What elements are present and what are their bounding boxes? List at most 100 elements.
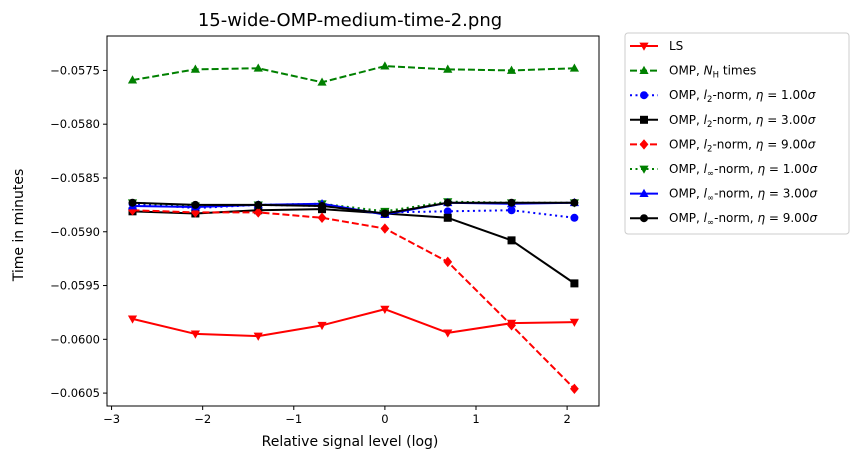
- x-tick-label: −1: [285, 412, 302, 426]
- legend-item: OMP, l∞-norm, η = 3.00σ: [630, 187, 817, 204]
- legend-math: η: [756, 113, 764, 127]
- legend-text: = 9.00: [765, 211, 809, 225]
- legend-math: σ: [808, 137, 816, 151]
- legend-label: OMP, NH times: [669, 64, 756, 81]
- legend-subscript: 2: [707, 144, 712, 154]
- legend-math: σ: [809, 187, 817, 201]
- legend-text: -norm,: [712, 113, 755, 127]
- y-tick-label: −0.0600: [50, 332, 100, 346]
- legend-marker: [640, 115, 648, 124]
- legend-subscript: H: [713, 71, 719, 81]
- legend-text: OMP,: [669, 113, 704, 127]
- legend-label: OMP, l∞-norm, η = 3.00σ: [669, 187, 817, 204]
- data-point: [506, 65, 517, 74]
- legend-math: η: [756, 88, 764, 102]
- legend-math: l: [704, 88, 708, 102]
- data-point: [507, 206, 516, 215]
- legend-text: OMP,: [669, 187, 704, 201]
- y-tick-label: −0.0605: [50, 386, 100, 400]
- legend-label: OMP, l∞-norm, η = 9.00σ: [669, 211, 817, 228]
- data-point: [253, 207, 263, 218]
- data-point: [443, 198, 452, 207]
- y-tick-label: −0.0590: [50, 225, 100, 239]
- series-line: [132, 209, 576, 390]
- legend-label: OMP, l2-norm, η = 9.00σ: [669, 137, 816, 154]
- y-tick-label: −0.0575: [50, 63, 100, 77]
- data-point: [253, 332, 263, 341]
- x-tick-label: 0: [381, 412, 388, 426]
- data-point: [318, 201, 327, 210]
- series-line: [132, 201, 575, 215]
- legend-math: η: [757, 211, 765, 225]
- legend-marker: [639, 139, 649, 150]
- data-point: [570, 383, 579, 394]
- legend-text: times: [719, 64, 756, 78]
- legend-text: -norm,: [714, 211, 757, 225]
- legend-label: LS: [669, 39, 683, 53]
- legend-math: N: [704, 64, 713, 78]
- legend-text: OMP,: [669, 137, 704, 151]
- legend-text: -norm,: [712, 88, 755, 102]
- series-line: [132, 208, 575, 285]
- axes-frame: [106, 35, 600, 407]
- data-point: [507, 198, 516, 207]
- legend-text: -norm,: [714, 187, 757, 201]
- legend-label: OMP, l∞-norm, η = 1.00σ: [669, 162, 817, 179]
- x-tick-label: −2: [194, 412, 211, 426]
- x-axis-label: Relative signal level (log): [262, 434, 439, 450]
- legend-subscript: ∞: [707, 194, 714, 204]
- series-2: [127, 61, 579, 86]
- legend-math: σ: [809, 211, 817, 225]
- legend-label: OMP, l2-norm, η = 1.00σ: [669, 88, 816, 105]
- data-point: [317, 77, 327, 86]
- data-point: [380, 223, 390, 234]
- data-point: [380, 209, 389, 218]
- legend-math: l: [704, 211, 708, 225]
- legend-text: = 1.00: [763, 88, 807, 102]
- data-point: [569, 63, 579, 72]
- x-axis-ticks: −3 −2 −1 0 1 2: [103, 406, 571, 426]
- legend-subscript: 2: [707, 95, 712, 105]
- legend-math: σ: [808, 88, 816, 102]
- legend-marker: [639, 42, 649, 51]
- data-point: [190, 330, 200, 339]
- legend-marker: [640, 91, 648, 100]
- legend-text: OMP,: [669, 64, 704, 78]
- data-point: [191, 200, 200, 209]
- legend-text: = 3.00: [765, 187, 809, 201]
- legend-text: OMP,: [669, 162, 704, 176]
- legend-marker: [639, 65, 649, 74]
- y-tick-label: −0.0585: [50, 171, 100, 185]
- data-point: [570, 198, 579, 207]
- legend-item: OMP, NH times: [630, 64, 756, 81]
- series-line: [132, 65, 575, 84]
- legend-text: LS: [669, 39, 683, 53]
- legend-text: = 9.00: [763, 137, 807, 151]
- legend-marker: [640, 214, 648, 223]
- legend-text: OMP,: [669, 88, 704, 102]
- legend-marker: [639, 188, 649, 197]
- legend-math: l: [704, 187, 708, 201]
- legend-math: η: [757, 162, 765, 176]
- legend-text: OMP,: [669, 211, 704, 225]
- legend-math: η: [756, 137, 764, 151]
- legend-math: l: [704, 137, 708, 151]
- x-tick-label: 1: [472, 412, 479, 426]
- legend-subscript: ∞: [707, 218, 714, 228]
- data-point: [317, 321, 327, 331]
- legend-item: LS: [630, 39, 683, 53]
- data-point: [569, 318, 579, 327]
- data-point: [380, 305, 390, 314]
- y-tick-label: −0.0595: [50, 279, 100, 293]
- legend-subscript: ∞: [707, 169, 714, 179]
- data-point: [507, 236, 516, 245]
- x-tick-label: 2: [563, 412, 570, 426]
- series-4: [128, 205, 579, 288]
- chart-title: 15-wide-OMP-medium-time-2.png: [198, 10, 502, 31]
- data-point: [190, 64, 200, 73]
- data-point: [570, 213, 579, 222]
- data-point: [380, 61, 390, 70]
- series-1: [127, 305, 579, 341]
